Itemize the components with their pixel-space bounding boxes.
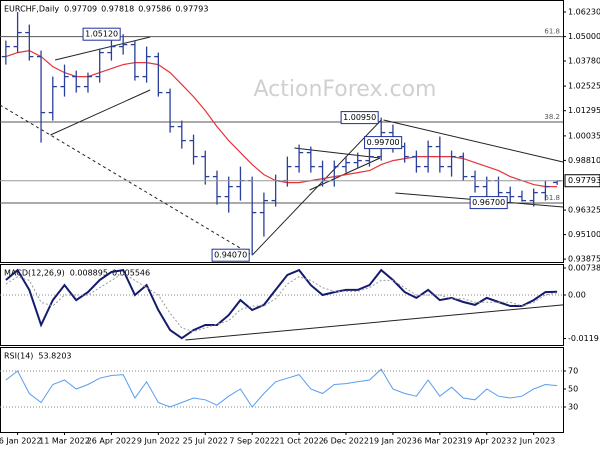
trendline xyxy=(0,104,253,256)
panel-title: EURCHF,Daily xyxy=(4,5,59,14)
annotation-box xyxy=(82,27,121,41)
annotation-label: 1.00950 xyxy=(343,113,376,122)
header-value: 0.008895 xyxy=(70,269,108,278)
y-tick-label: 0.95100 xyxy=(568,230,600,239)
trendline xyxy=(251,119,382,256)
trendline xyxy=(383,119,564,163)
current-price-box xyxy=(564,174,600,188)
annotation-box xyxy=(211,248,250,262)
y-tick-label: 1.02525 xyxy=(568,82,600,91)
annotation-label: 0.99700 xyxy=(367,138,400,147)
y-tick-label: 0.00 xyxy=(568,291,586,300)
x-tick-label: 6 Mar 2023 xyxy=(417,437,463,446)
x-tick-label: 9 Jun 2022 xyxy=(137,437,180,446)
header-value: 0.97709 xyxy=(64,5,97,14)
y-tick-label: 1.06230 xyxy=(568,8,600,17)
panel-title: RSI(14) xyxy=(4,352,33,361)
header-value: 0.005546 xyxy=(112,269,150,278)
macd-panel xyxy=(0,264,564,346)
x-tick-label: 26 Apr 2022 xyxy=(87,437,136,446)
y-tick-label: 0.93875 xyxy=(568,255,600,264)
x-tick-label: 25 Jul 2022 xyxy=(183,437,228,446)
annotation-box xyxy=(469,196,508,210)
price-panel xyxy=(0,0,564,263)
annotation-label: 0.96700 xyxy=(472,198,505,207)
y-tick-label: 30 xyxy=(568,402,578,411)
header-value: 0.97586 xyxy=(138,5,171,14)
y-tick-label: 1.03780 xyxy=(568,57,600,66)
level-label: 38.2 xyxy=(544,113,560,121)
trendline xyxy=(50,89,151,136)
moving-average xyxy=(5,49,558,188)
x-tick-label: 26 Jan 2022 xyxy=(0,437,42,446)
y-tick-label: 1.05000 xyxy=(568,32,600,41)
panel-title: MACD(12,26,9) xyxy=(4,269,65,278)
annotation-box xyxy=(340,111,379,125)
y-tick-label: 70 xyxy=(568,367,578,376)
header-value: 0.97793 xyxy=(175,5,208,14)
y-tick-label: 1.00035 xyxy=(568,131,600,140)
rsi-panel xyxy=(0,347,564,433)
y-tick-label: -0.0119 xyxy=(568,334,599,343)
header-value: 0.97818 xyxy=(101,5,134,14)
annotation-box xyxy=(364,136,403,150)
level-label: 61.8 xyxy=(544,28,560,36)
level-label: 61.8 xyxy=(544,194,560,202)
series-line xyxy=(5,268,558,340)
annotation-label: 1.05120 xyxy=(85,30,118,39)
trendline xyxy=(294,147,381,159)
x-tick-label: 19 Apr 2023 xyxy=(462,437,511,446)
series-line xyxy=(5,368,558,408)
trendline xyxy=(309,157,381,191)
x-tick-label: 2 Jun 2023 xyxy=(512,437,555,446)
annotation-label: 0.94070 xyxy=(214,251,247,260)
y-tick-label: 0.96325 xyxy=(568,206,600,215)
watermark: ActionForex.com xyxy=(254,77,437,102)
y-tick-label: 0.98810 xyxy=(568,156,600,165)
x-tick-label: 19 Jan 2023 xyxy=(369,437,417,446)
y-tick-label: 0.007384 xyxy=(568,264,600,273)
current-price-label: 0.97793 xyxy=(568,176,600,185)
trendline xyxy=(185,304,564,341)
x-tick-label: 11 Mar 2022 xyxy=(39,437,90,446)
x-tick-label: 6 Dec 2022 xyxy=(323,437,369,446)
header-value: 53.8203 xyxy=(38,352,71,361)
y-tick-label: 50 xyxy=(568,385,578,394)
y-tick-label: 1.01295 xyxy=(568,106,600,115)
x-tick-label: 21 Oct 2022 xyxy=(274,437,323,446)
x-tick-label: 7 Sep 2022 xyxy=(229,437,275,446)
